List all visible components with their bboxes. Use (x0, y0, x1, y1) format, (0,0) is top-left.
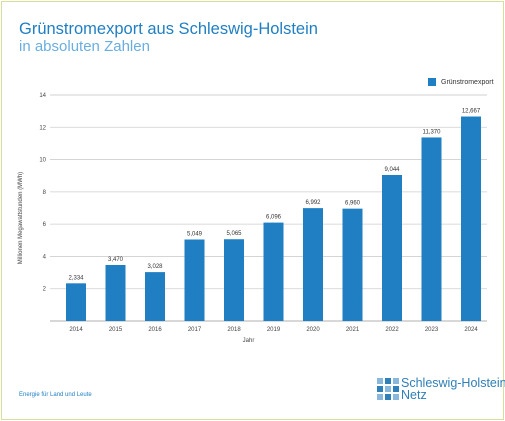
bar (184, 239, 205, 321)
bar (224, 239, 244, 321)
data-label: 6,960 (345, 201, 361, 207)
data-label: 9,044 (384, 167, 400, 173)
legend: Grünstromexport (428, 78, 494, 86)
x-tick-label: 2020 (306, 327, 320, 333)
x-tick-label: 2016 (148, 327, 162, 333)
data-label: 3,470 (108, 257, 124, 263)
x-tick-label: 2017 (188, 327, 202, 333)
x-tick-label: 2023 (425, 327, 439, 333)
x-axis-label: Jahr (243, 338, 255, 344)
logo-text-line1: Schleswig-Holstein (401, 376, 505, 390)
data-label: 3,028 (147, 264, 163, 270)
x-tick-label: 2022 (385, 327, 399, 333)
y-tick-label: 2 (43, 287, 47, 293)
data-label: 12,667 (462, 109, 481, 115)
bar (303, 208, 323, 321)
y-axis-label: Millionen Megawattstunden (MWh) (18, 172, 24, 264)
logo-grid-icon (377, 378, 399, 400)
bar (105, 264, 126, 321)
y-tick-label: 10 (39, 158, 46, 164)
bar (421, 137, 442, 321)
bar (342, 208, 363, 321)
bar (461, 116, 481, 321)
y-tick-label: 4 (43, 254, 47, 260)
chart-subtitle: in absoluten Zahlen (19, 38, 150, 55)
company-logo: Schleswig-Holstein Netz (377, 377, 505, 402)
x-tick-label: 2014 (69, 327, 83, 333)
bar (66, 283, 86, 321)
y-tick-label: 14 (39, 93, 46, 99)
bar (145, 272, 165, 321)
bar (263, 222, 284, 321)
data-label: 5,049 (187, 231, 203, 237)
legend-label: Grünstromexport (441, 78, 494, 86)
y-tick-label: 6 (43, 222, 47, 228)
y-tick-label: 12 (39, 125, 46, 131)
y-tick-label: 8 (43, 190, 47, 196)
x-tick-label: 2018 (227, 327, 241, 333)
legend-swatch (428, 78, 436, 86)
chart-title: Grünstromexport aus Schleswig-Holstein (19, 20, 318, 38)
footer-slogan: Energie für Land und Leute (19, 392, 92, 398)
data-label: 2,334 (68, 275, 84, 281)
x-tick-label: 2015 (109, 327, 123, 333)
logo-text-line2: Netz (401, 388, 427, 402)
x-tick-label: 2024 (464, 327, 478, 333)
x-tick-label: 2021 (346, 327, 360, 333)
data-label: 6,992 (305, 200, 321, 206)
data-label: 11,370 (423, 129, 442, 135)
bar (382, 175, 402, 321)
data-label: 6,096 (266, 215, 282, 221)
x-tick-label: 2019 (267, 327, 281, 333)
data-label: 5,065 (226, 231, 242, 237)
